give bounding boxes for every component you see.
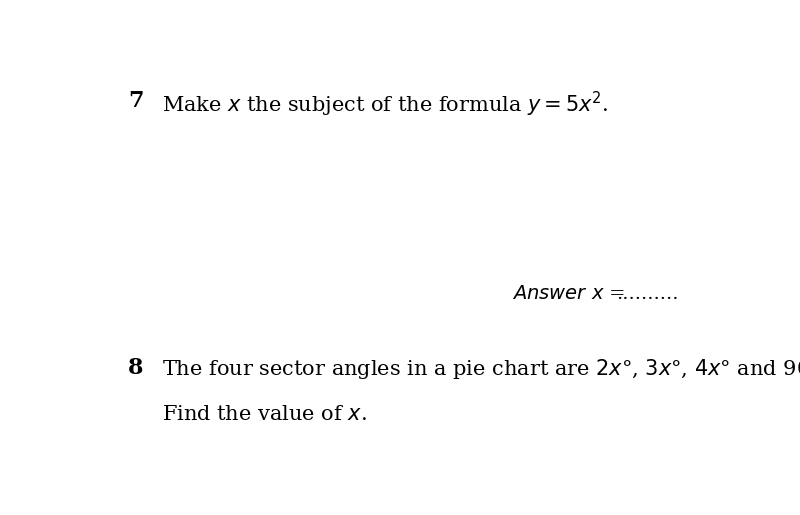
Text: The four sector angles in a pie chart are $2x$°, $3x$°, $4x$° and 90°.: The four sector angles in a pie chart ar… (162, 357, 800, 381)
Text: 7: 7 (128, 90, 143, 112)
Text: 8: 8 (128, 357, 143, 379)
Text: Find the value of $x$.: Find the value of $x$. (162, 405, 367, 424)
Text: $\it{Answer}$ $\it{x}$ =: $\it{Answer}$ $\it{x}$ = (512, 285, 626, 303)
Text: ..........: .......... (617, 285, 679, 303)
Text: Make $x$ the subject of the formula $y = 5x^2$.: Make $x$ the subject of the formula $y =… (162, 90, 609, 119)
